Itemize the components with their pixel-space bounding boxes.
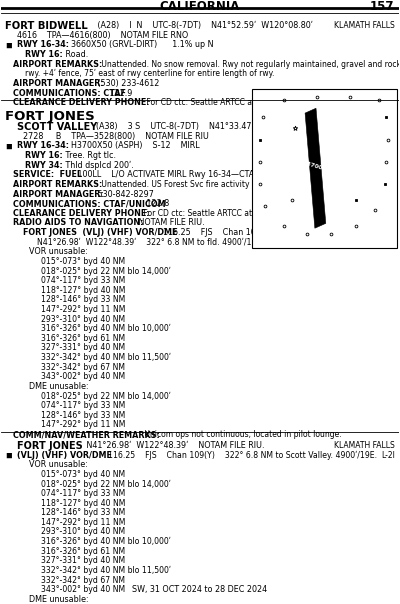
Text: 018°-025° byd 22 NM blo 14,000ʹ: 018°-025° byd 22 NM blo 14,000ʹ: [41, 480, 171, 489]
Text: 118°-127° byd 40 NM: 118°-127° byd 40 NM: [41, 286, 126, 295]
Text: CLEARANCE DELIVERY PHONE:: CLEARANCE DELIVERY PHONE:: [13, 209, 150, 218]
Text: 128°-146° byd 33 NM: 128°-146° byd 33 NM: [41, 411, 125, 420]
Text: NOTAM FILE RIU.: NOTAM FILE RIU.: [136, 219, 204, 228]
Text: (A28)    I  N    UTC-8(-7DT)    N41°52.59ʹ  W120°08.80ʹ: (A28) I N UTC-8(-7DT) N41°52.59ʹ W120°08…: [95, 21, 313, 30]
Text: 118°-127° byd 40 NM: 118°-127° byd 40 NM: [41, 498, 126, 507]
Text: Unattended. US Forest Svc fire activity May thru Sep.: Unattended. US Forest Svc fire activity …: [99, 180, 305, 189]
Text: N41°26.98ʹ  W122°48.39ʹ    NOTAM FILE RIU.: N41°26.98ʹ W122°48.39ʹ NOTAM FILE RIU.: [79, 441, 264, 450]
Text: 147°-292° byd 11 NM: 147°-292° byd 11 NM: [41, 420, 126, 429]
Text: FORT JONES: FORT JONES: [5, 110, 95, 123]
Text: ◼: ◼: [5, 141, 12, 150]
Text: 3660X50 (GRVL-DIRT)      1.1% up N: 3660X50 (GRVL-DIRT) 1.1% up N: [71, 40, 214, 50]
Text: SW, 31 OCT 2024 to 28 DEC 2024: SW, 31 OCT 2024 to 28 DEC 2024: [132, 585, 268, 594]
Text: ◼: ◼: [5, 40, 12, 50]
Text: 116.25    FJS    Chan 109(Y)    322° 6.8 NM to Scott Valley. 4900ʹ/19E.: 116.25 FJS Chan 109(Y) 322° 6.8 NM to Sc…: [103, 451, 377, 460]
Text: 147°-292° byd 11 NM: 147°-292° byd 11 NM: [41, 518, 126, 527]
Text: KLAMATH FALLS: KLAMATH FALLS: [334, 122, 395, 131]
Text: L-2I: L-2I: [381, 132, 395, 141]
Text: VOR unusable:: VOR unusable:: [29, 247, 88, 256]
Polygon shape: [305, 108, 326, 228]
Text: AIRPORT REMARKS:: AIRPORT REMARKS:: [13, 60, 102, 69]
Bar: [252, 89, 397, 248]
Text: ◼: ◼: [5, 451, 12, 460]
Text: 34: 34: [313, 228, 324, 237]
Text: 147°-292° byd 11 NM: 147°-292° byd 11 NM: [41, 305, 126, 314]
Text: 018°-025° byd 22 NM blo 14,000ʹ: 018°-025° byd 22 NM blo 14,000ʹ: [41, 391, 171, 400]
Text: rwy. +4ʹ fence, 75ʹ east of rwy centerline for entire length of rwy.: rwy. +4ʹ fence, 75ʹ east of rwy centerli…: [25, 69, 274, 79]
Text: CALIFORNIA: CALIFORNIA: [160, 0, 240, 13]
Text: 116.25    FJS    Chan 109(Y): 116.25 FJS Chan 109(Y): [158, 228, 272, 237]
Text: 332°-342° byd 40 NM blo 11,500ʹ: 332°-342° byd 40 NM blo 11,500ʹ: [41, 353, 171, 362]
Text: 015°-073° byd 40 NM: 015°-073° byd 40 NM: [41, 257, 125, 266]
Text: 015°-073° byd 40 NM: 015°-073° byd 40 NM: [41, 470, 125, 479]
Text: Unattended. No snow removal. Rwy not regularly maintained, gravel and rocks up t: Unattended. No snow removal. Rwy not reg…: [99, 60, 400, 69]
Text: COMMUNICATIONS: CTAF/UNICOM: COMMUNICATIONS: CTAF/UNICOM: [13, 199, 166, 208]
Text: 074°-117° byd 33 NM: 074°-117° byd 33 NM: [41, 401, 125, 410]
Text: RADIO AIDS TO NAVIGATION:: RADIO AIDS TO NAVIGATION:: [13, 219, 144, 228]
Text: Unicom ops not continuous, located in pilot lounge.: Unicom ops not continuous, located in pi…: [142, 430, 342, 439]
Text: For CD ctc: Seattle ARTCC at 253-351-3694.: For CD ctc: Seattle ARTCC at 253-351-369…: [144, 98, 314, 107]
Text: KLAMATH FALLS: KLAMATH FALLS: [334, 21, 395, 30]
Text: 316°-326° byd 40 NM blo 10,000ʹ: 316°-326° byd 40 NM blo 10,000ʹ: [41, 537, 171, 546]
Text: 327°-331° byd 40 NM: 327°-331° byd 40 NM: [41, 556, 125, 565]
Text: RWY 34:: RWY 34:: [25, 161, 63, 170]
Text: Road.: Road.: [63, 50, 88, 59]
Text: CLEARANCE DELIVERY PHONE:: CLEARANCE DELIVERY PHONE:: [13, 98, 150, 107]
Text: DME unusable:: DME unusable:: [29, 595, 89, 604]
Text: AIRPORT REMARKS:: AIRPORT REMARKS:: [13, 180, 102, 189]
Text: For CD ctc: Seattle ARTCC at 253-351-3694.: For CD ctc: Seattle ARTCC at 253-351-369…: [141, 209, 311, 218]
Text: (VLJ) (VHF) VOR/DME: (VLJ) (VHF) VOR/DME: [17, 451, 112, 460]
Text: 2728     B    TPA—3528(800)    NOTAM FILE RIU: 2728 B TPA—3528(800) NOTAM FILE RIU: [23, 132, 209, 141]
Text: 316°-326° byd 61 NM: 316°-326° byd 61 NM: [41, 334, 125, 343]
Text: Tree. Rgt tlc.: Tree. Rgt tlc.: [63, 151, 116, 160]
Text: 316°-326° byd 40 NM blo 10,000ʹ: 316°-326° byd 40 NM blo 10,000ʹ: [41, 324, 171, 333]
Text: 332°-342° byd 40 NM blo 11,500ʹ: 332°-342° byd 40 NM blo 11,500ʹ: [41, 566, 171, 575]
Text: SERVICE:  FUEL: SERVICE: FUEL: [13, 170, 82, 179]
Text: 074°-117° byd 33 NM: 074°-117° byd 33 NM: [41, 489, 125, 498]
Text: 122.9: 122.9: [107, 89, 132, 98]
Text: FORT JONES: FORT JONES: [17, 441, 83, 451]
Text: RWY 16-34:: RWY 16-34:: [17, 141, 69, 150]
Text: 3700 x 50: 3700 x 50: [305, 161, 338, 175]
Text: VOR unusable:: VOR unusable:: [29, 460, 88, 469]
Text: 293°-310° byd 40 NM: 293°-310° byd 40 NM: [41, 527, 125, 536]
Text: AIRPORT MANAGER:: AIRPORT MANAGER:: [13, 79, 104, 88]
Text: Thld dsplcd 200ʹ.: Thld dsplcd 200ʹ.: [63, 161, 134, 170]
Text: 157: 157: [370, 0, 395, 13]
Text: DME unusable:: DME unusable:: [29, 382, 89, 391]
Text: L-2I: L-2I: [381, 451, 395, 460]
Text: N41°26.98ʹ  W122°48.39ʹ    322° 6.8 NM to fld. 4900ʹ/19E.: N41°26.98ʹ W122°48.39ʹ 322° 6.8 NM to fl…: [37, 237, 264, 246]
Text: 332°-342° byd 67 NM: 332°-342° byd 67 NM: [41, 576, 125, 585]
Text: SCOTT VALLEY: SCOTT VALLEY: [17, 122, 98, 132]
Text: (530) 233-4612: (530) 233-4612: [95, 79, 159, 88]
Text: 327°-331° byd 40 NM: 327°-331° byd 40 NM: [41, 344, 125, 353]
Text: 530-842-8297: 530-842-8297: [95, 190, 154, 199]
Text: 074°-117° byd 33 NM: 074°-117° byd 33 NM: [41, 276, 125, 285]
Text: 018°-025° byd 22 NM blo 14,000ʹ: 018°-025° byd 22 NM blo 14,000ʹ: [41, 266, 171, 275]
Text: 343°-002° byd 40 NM: 343°-002° byd 40 NM: [41, 372, 125, 381]
Text: RWY 16:: RWY 16:: [25, 151, 63, 160]
Text: 343°-002° byd 40 NM: 343°-002° byd 40 NM: [41, 585, 125, 594]
Text: 122.8: 122.8: [144, 199, 170, 208]
Text: FORT BIDWELL: FORT BIDWELL: [5, 21, 88, 31]
Text: COMMUNICATIONS: CTAF: COMMUNICATIONS: CTAF: [13, 89, 126, 98]
Text: H3700X50 (ASPH)    S-12    MIRL: H3700X50 (ASPH) S-12 MIRL: [71, 141, 200, 150]
Text: 4616    TPA—4616(800)    NOTAM FILE RNO: 4616 TPA—4616(800) NOTAM FILE RNO: [17, 31, 188, 40]
Text: 91: 91: [301, 97, 311, 106]
Text: (A38)    3 S    UTC-8(-7DT)    N41°33.47ʹ  W122°51.30ʹ: (A38) 3 S UTC-8(-7DT) N41°33.47ʹ W122°51…: [91, 122, 310, 131]
Text: 316°-326° byd 61 NM: 316°-326° byd 61 NM: [41, 547, 125, 556]
Text: FORT JONES  (VLJ) (VHF) VOR/DME: FORT JONES (VLJ) (VHF) VOR/DME: [23, 228, 178, 237]
Text: 100LL    L/O ACTIVATE MIRL Rwy 16-34—CTAF.: 100LL L/O ACTIVATE MIRL Rwy 16-34—CTAF.: [75, 170, 260, 179]
Text: RWY 16-34:: RWY 16-34:: [17, 40, 69, 50]
Text: 128°-146° byd 33 NM: 128°-146° byd 33 NM: [41, 508, 125, 517]
Text: AIRPORT MANAGER:: AIRPORT MANAGER:: [13, 190, 104, 199]
Text: KLAMATH FALLS: KLAMATH FALLS: [334, 441, 395, 450]
Text: RWY 16:: RWY 16:: [25, 50, 63, 59]
Text: 332°-342° byd 67 NM: 332°-342° byd 67 NM: [41, 363, 125, 371]
Text: 128°-146° byd 33 NM: 128°-146° byd 33 NM: [41, 295, 125, 304]
Text: 293°-310° byd 40 NM: 293°-310° byd 40 NM: [41, 315, 125, 324]
Text: COMM/NAV/WEATHER REMARKS:: COMM/NAV/WEATHER REMARKS:: [13, 430, 160, 439]
